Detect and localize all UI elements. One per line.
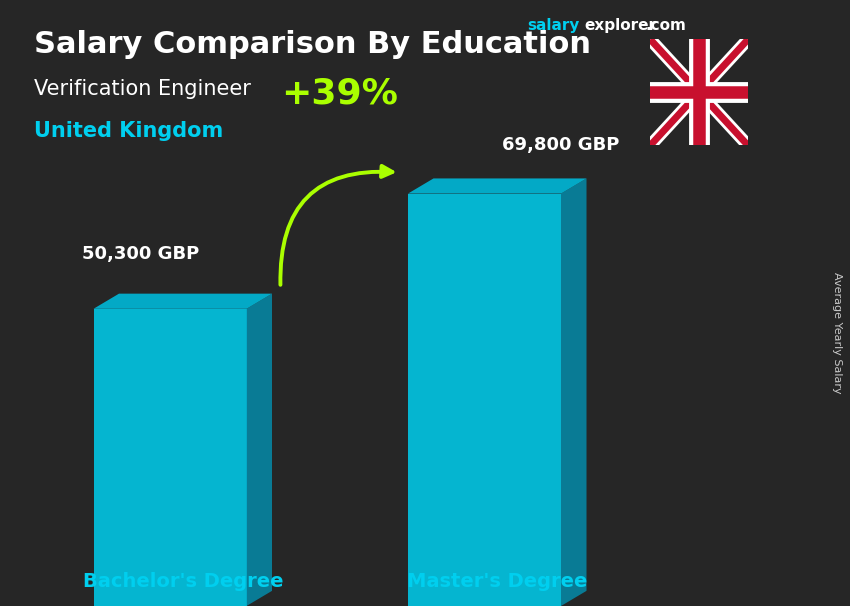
Text: explorer: explorer (585, 18, 657, 33)
Polygon shape (246, 294, 272, 606)
Text: .com: .com (646, 18, 687, 33)
Text: Master's Degree: Master's Degree (407, 572, 587, 591)
Text: 69,800 GBP: 69,800 GBP (502, 136, 620, 154)
Text: salary: salary (527, 18, 580, 33)
Polygon shape (94, 309, 246, 606)
Polygon shape (408, 178, 586, 193)
Text: 50,300 GBP: 50,300 GBP (82, 245, 199, 264)
Polygon shape (561, 178, 586, 606)
Text: Average Yearly Salary: Average Yearly Salary (832, 273, 842, 394)
Polygon shape (408, 193, 561, 606)
Text: Salary Comparison By Education: Salary Comparison By Education (34, 30, 591, 59)
Text: Bachelor's Degree: Bachelor's Degree (82, 572, 283, 591)
Text: Verification Engineer: Verification Engineer (34, 79, 251, 99)
Text: United Kingdom: United Kingdom (34, 121, 224, 141)
Polygon shape (94, 294, 272, 309)
Text: +39%: +39% (281, 76, 399, 111)
